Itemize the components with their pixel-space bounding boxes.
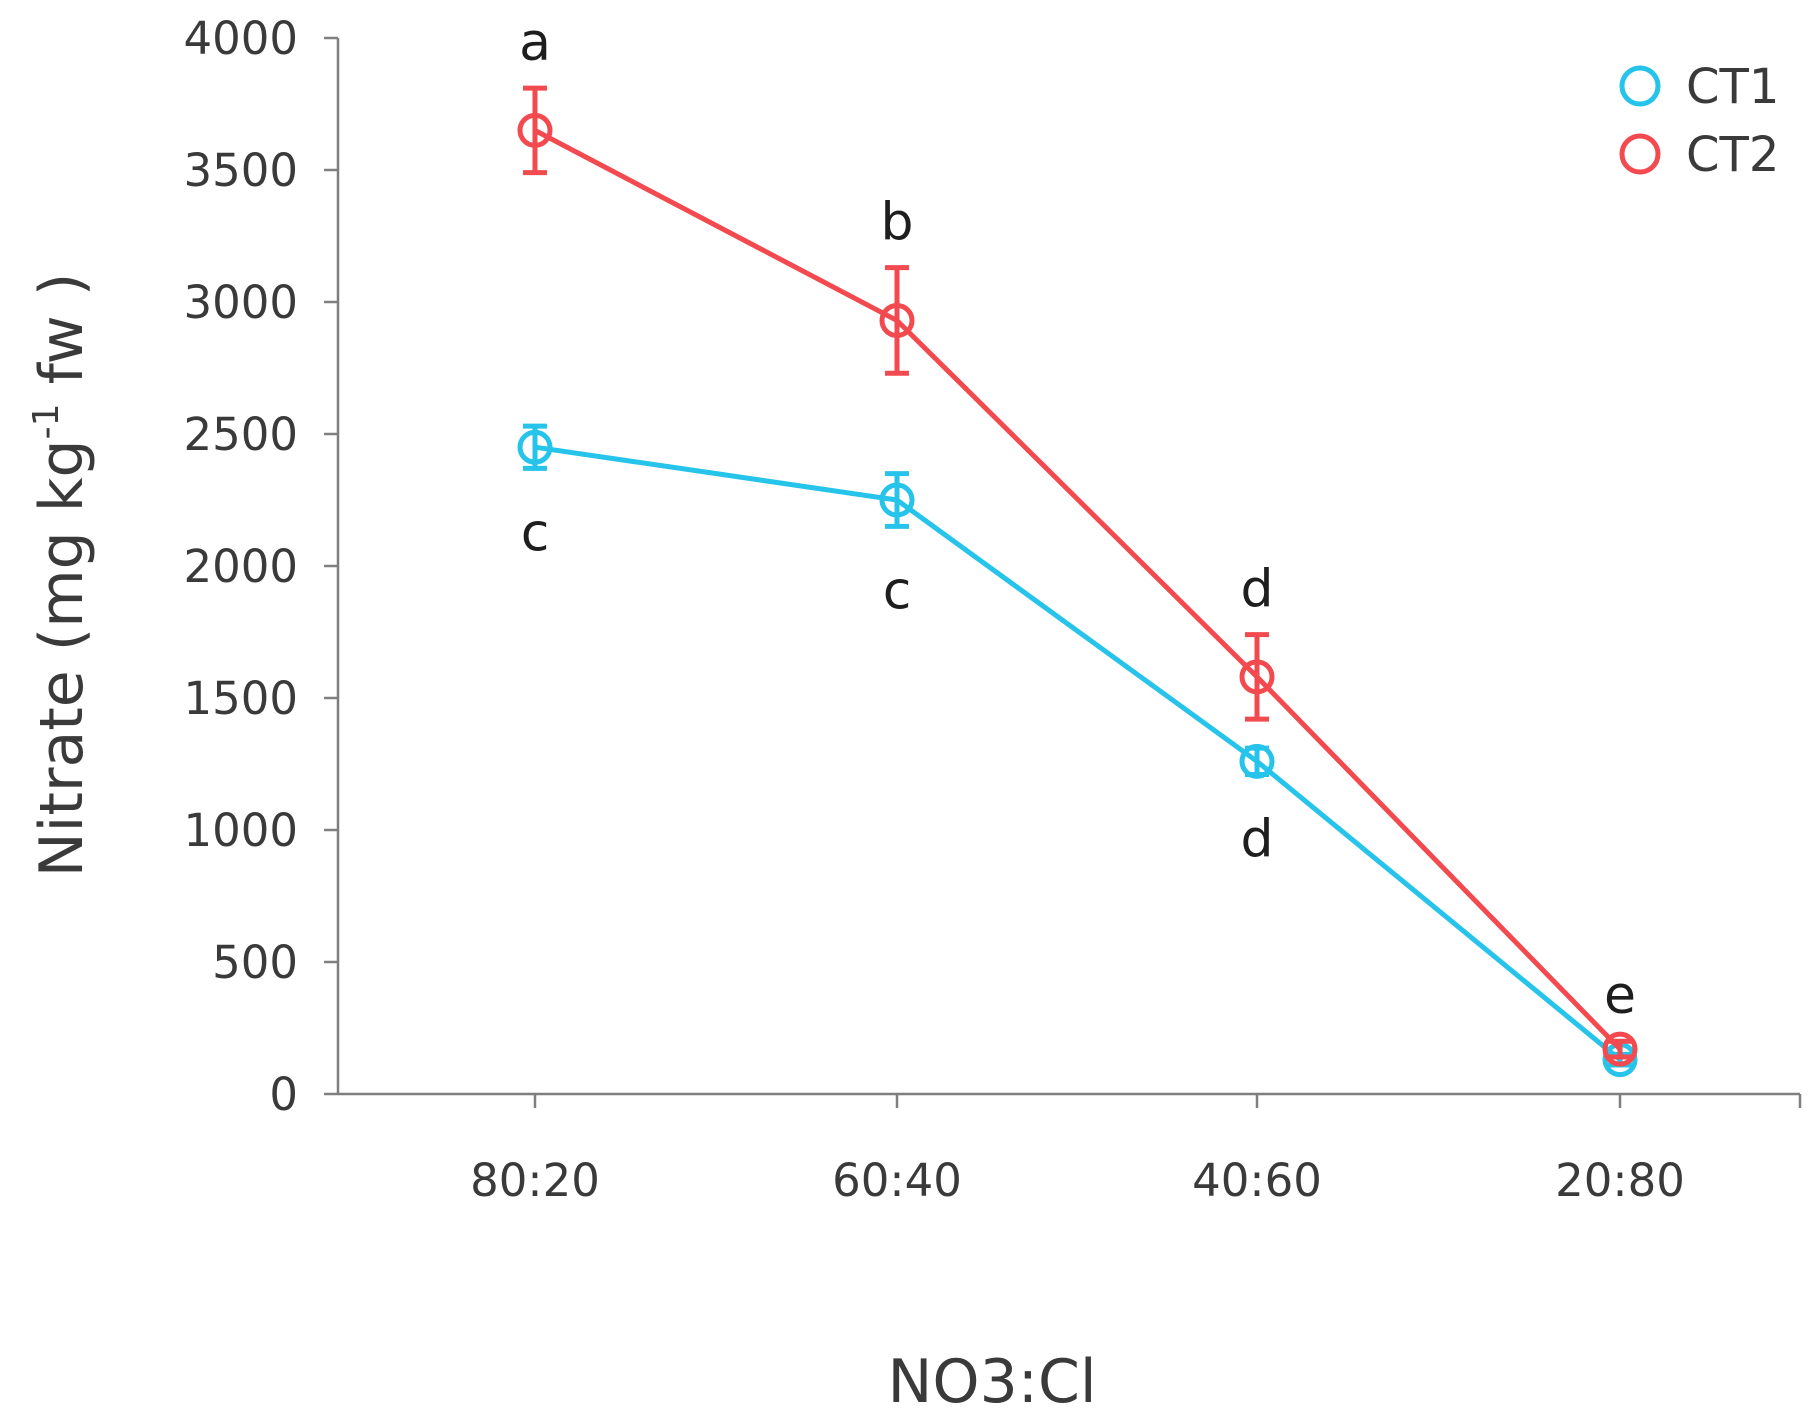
y-tick-label-1000: 1000 bbox=[183, 804, 298, 857]
y-tick-label-2000: 2000 bbox=[183, 540, 298, 593]
series-layer bbox=[520, 88, 1635, 1075]
y-axis-title: Nitrate (mg kg-1 fw ) bbox=[26, 273, 97, 877]
series-line-ct1 bbox=[535, 447, 1620, 1059]
y-axis-title-tail: fw ) bbox=[27, 273, 97, 404]
y-axis-title-main: Nitrate (mg kg bbox=[27, 439, 97, 877]
x-tick-label-60:40: 60:40 bbox=[832, 1154, 962, 1207]
x-tick-label-40:60: 40:60 bbox=[1192, 1154, 1322, 1207]
sig-label-ct1-60:40: c bbox=[883, 561, 912, 621]
sig-label-ct2-40:60: d bbox=[1240, 560, 1273, 620]
axes bbox=[338, 38, 1800, 1108]
legend-marker-ct1 bbox=[1622, 68, 1658, 104]
x-tick-label-80:20: 80:20 bbox=[470, 1154, 600, 1207]
y-tick-label-4000: 4000 bbox=[183, 12, 298, 65]
sig-label-ct2-60:40: b bbox=[880, 193, 913, 253]
legend-label-ct1: CT1 bbox=[1686, 59, 1779, 115]
sig-label-ct1-80:20: c bbox=[521, 503, 550, 563]
series-ct2 bbox=[520, 88, 1635, 1064]
y-ticks: 0 500 1000 1500 2000 2500 3000 3500 4000 bbox=[183, 12, 338, 1121]
y-tick-label-2500: 2500 bbox=[183, 408, 298, 461]
y-tick-label-1500: 1500 bbox=[183, 672, 298, 725]
legend-marker-ct2 bbox=[1622, 136, 1658, 172]
y-tick-label-500: 500 bbox=[212, 936, 298, 989]
y-tick-label-0: 0 bbox=[269, 1068, 298, 1121]
sig-label-ct1-40:60: d bbox=[1240, 810, 1273, 870]
y-axis-title-sup: -1 bbox=[26, 403, 67, 439]
nitrate-chart: 0 500 1000 1500 2000 2500 3000 3500 4000 80:20 60… bbox=[0, 0, 1816, 1416]
series-ct1 bbox=[520, 426, 1635, 1075]
y-tick-label-3500: 3500 bbox=[183, 144, 298, 197]
legend-label-ct2: CT2 bbox=[1686, 127, 1779, 183]
x-axis-title: NO3:Cl bbox=[887, 1347, 1096, 1416]
series-line-ct2 bbox=[535, 130, 1620, 1049]
y-tick-label-3000: 3000 bbox=[183, 276, 298, 329]
x-ticks: 80:20 60:40 40:60 20:80 bbox=[470, 1094, 1685, 1207]
x-tick-label-20:80: 20:80 bbox=[1555, 1154, 1685, 1207]
sig-label-ct2-20:80: e bbox=[1604, 966, 1636, 1026]
sig-label-ct2-80:20: a bbox=[519, 13, 551, 73]
significance-labels: c c d a b d e bbox=[519, 13, 1636, 1026]
